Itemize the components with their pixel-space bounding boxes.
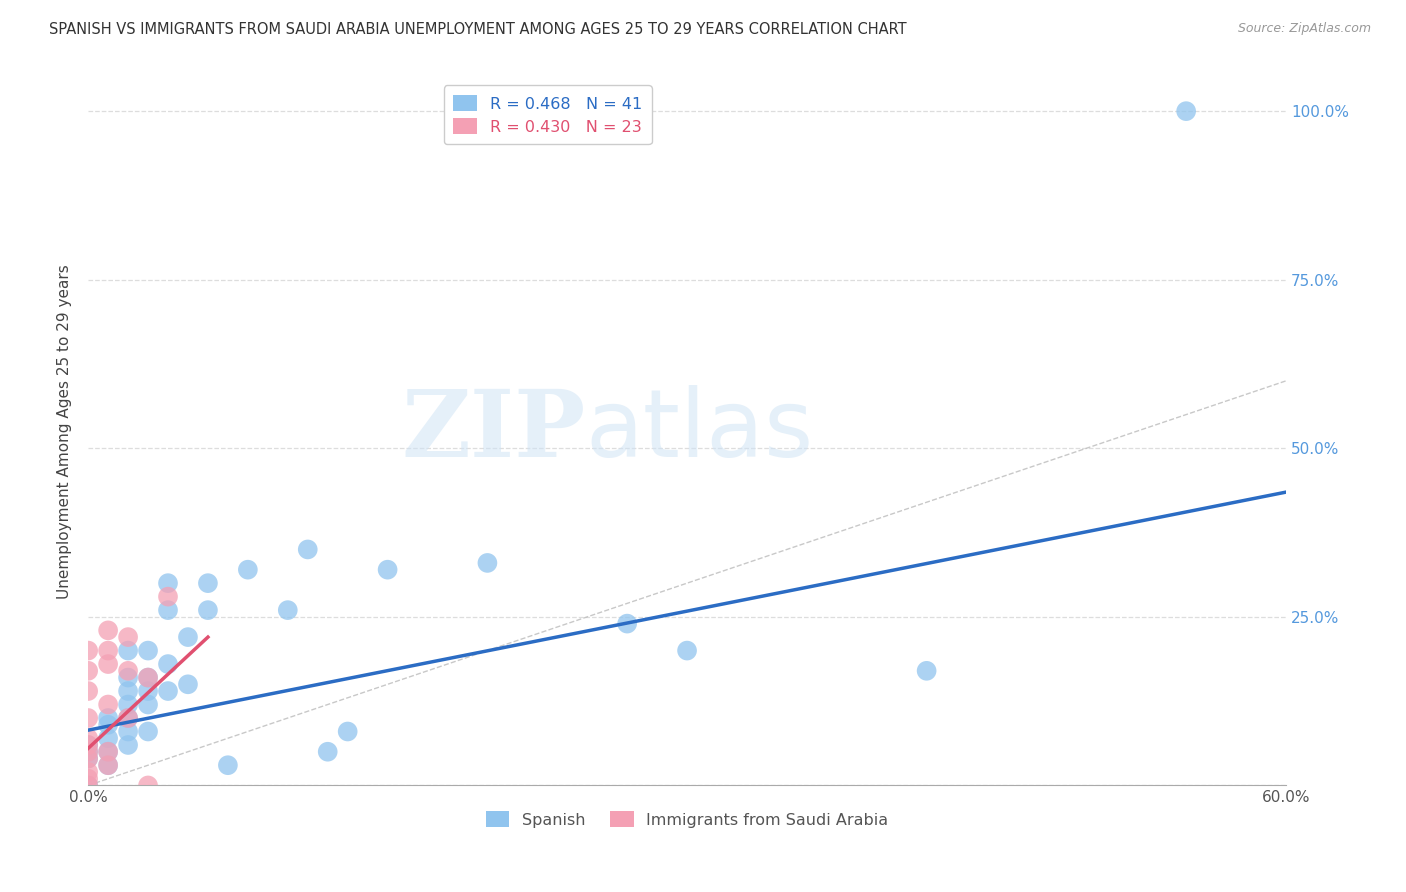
Point [117, 711, 139, 725]
Point [117, 684, 139, 698]
Point [136, 643, 159, 657]
Point [97, 758, 120, 772]
Point [77, 664, 100, 678]
Point [77, 751, 100, 765]
Point [156, 684, 179, 698]
Point [77, 779, 100, 793]
Point [77, 745, 100, 759]
Point [217, 758, 239, 772]
Text: Source: ZipAtlas.com: Source: ZipAtlas.com [1237, 22, 1371, 36]
Point [177, 630, 200, 644]
Point [136, 779, 159, 793]
Text: atlas: atlas [585, 385, 814, 477]
Point [117, 724, 139, 739]
Point [117, 738, 139, 752]
Point [77, 764, 100, 779]
Point [616, 616, 638, 631]
Point [97, 745, 120, 759]
Point [117, 664, 139, 678]
Y-axis label: Unemployment Among Ages 25 to 29 years: Unemployment Among Ages 25 to 29 years [58, 264, 72, 599]
Point [676, 643, 699, 657]
Point [236, 563, 259, 577]
Point [77, 731, 100, 746]
Point [336, 724, 359, 739]
Point [97, 718, 120, 732]
Point [77, 779, 100, 793]
Point [97, 758, 120, 772]
Point [915, 664, 938, 678]
Point [156, 603, 179, 617]
Text: SPANISH VS IMMIGRANTS FROM SAUDI ARABIA UNEMPLOYMENT AMONG AGES 25 TO 29 YEARS C: SPANISH VS IMMIGRANTS FROM SAUDI ARABIA … [49, 22, 907, 37]
Point [297, 542, 319, 557]
Point [117, 671, 139, 685]
Point [77, 772, 100, 786]
Point [136, 684, 159, 698]
Point [77, 738, 100, 752]
Point [97, 657, 120, 671]
Point [136, 724, 159, 739]
Point [117, 711, 139, 725]
Point [97, 624, 120, 638]
Legend: Spanish, Immigrants from Saudi Arabia: Spanish, Immigrants from Saudi Arabia [479, 805, 896, 834]
Point [117, 643, 139, 657]
Point [97, 711, 120, 725]
Point [97, 745, 120, 759]
Point [377, 563, 399, 577]
Point [197, 576, 219, 591]
Point [156, 590, 179, 604]
Point [77, 711, 100, 725]
Point [77, 738, 100, 752]
Point [136, 698, 159, 712]
Point [97, 731, 120, 746]
Point [117, 698, 139, 712]
Point [97, 698, 120, 712]
Point [136, 671, 159, 685]
Point [316, 745, 339, 759]
Point [77, 751, 100, 765]
Point [477, 556, 499, 570]
Point [277, 603, 299, 617]
Text: ZIP: ZIP [401, 386, 585, 476]
Point [156, 576, 179, 591]
Point [177, 677, 200, 691]
Point [197, 603, 219, 617]
Point [156, 657, 179, 671]
Point [136, 671, 159, 685]
Point [77, 643, 100, 657]
Point [77, 745, 100, 759]
Point [117, 630, 139, 644]
Point [77, 684, 100, 698]
Point [1175, 104, 1198, 119]
Point [97, 643, 120, 657]
